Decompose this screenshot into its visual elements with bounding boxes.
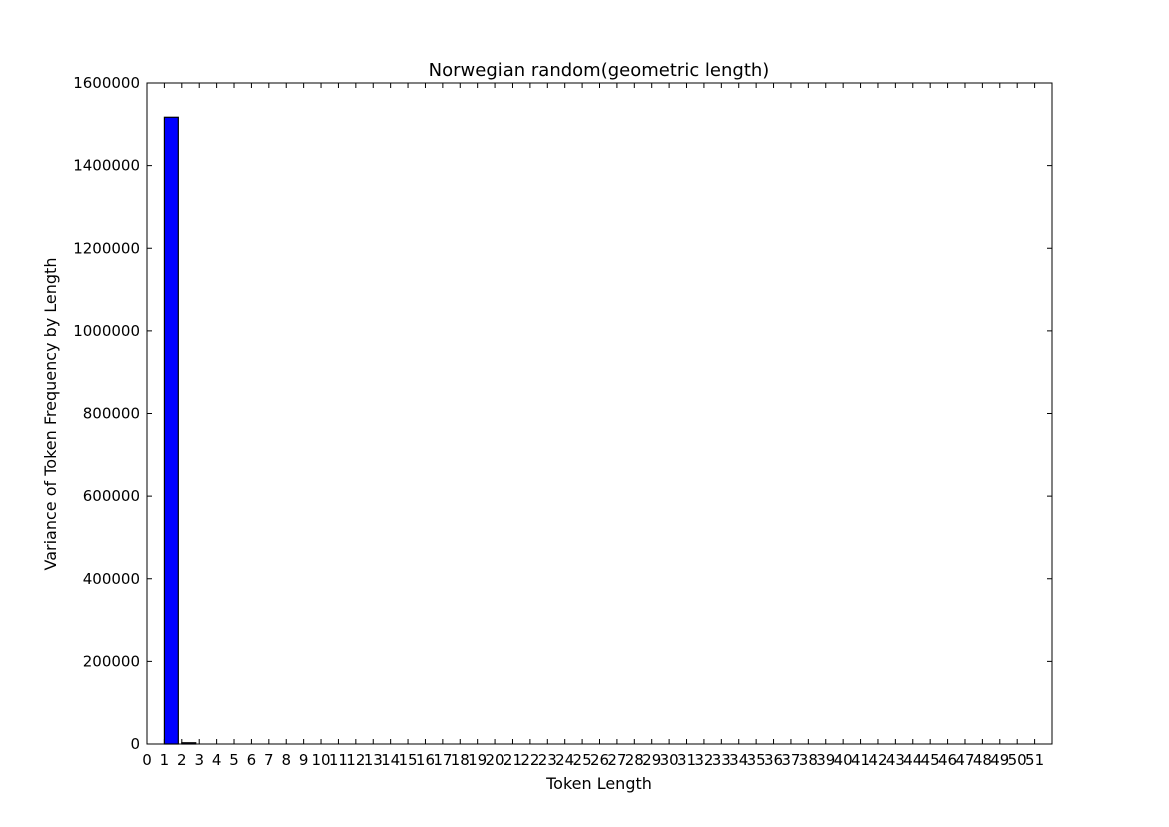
x-tick-label: 10 <box>311 751 330 769</box>
x-ticks: 0 1 2 3 4 5 6 7 8 9 101112131415161718192021222324… <box>142 83 1044 769</box>
x-tick-label: 49 <box>990 751 1009 769</box>
x-tick-label: 20 <box>486 751 505 769</box>
x-tick-label: 51 <box>1025 751 1044 769</box>
x-tick-label: 17 <box>433 751 452 769</box>
x-tick-label: 9 <box>299 751 309 769</box>
x-tick-label: 19 <box>468 751 487 769</box>
x-tick-label: 8 <box>281 751 291 769</box>
x-tick-label: 45 <box>921 751 940 769</box>
x-tick-label: 7 <box>264 751 274 769</box>
x-tick-label: 30 <box>660 751 679 769</box>
plot-frame <box>146 82 1053 745</box>
x-tick-label: 14 <box>381 751 400 769</box>
x-tick-label: 33 <box>712 751 731 769</box>
y-tick-label: 600000 <box>83 487 140 505</box>
x-tick-label: 41 <box>851 751 870 769</box>
y-tick-label: 800000 <box>83 405 140 423</box>
y-tick-label: 200000 <box>83 652 140 670</box>
x-tick-label: 32 <box>694 751 713 769</box>
x-tick-label: 25 <box>573 751 592 769</box>
y-ticks: 0 200000 400000 600000 800000 1000000 1200000 1… <box>73 74 1052 753</box>
x-tick-label: 18 <box>451 751 470 769</box>
x-tick-label: 35 <box>747 751 766 769</box>
bars-group <box>163 116 197 745</box>
x-tick-label: 4 <box>212 751 222 769</box>
x-tick-label: 42 <box>868 751 887 769</box>
x-tick-label: 16 <box>416 751 435 769</box>
x-axis-label: Token Length <box>545 774 652 793</box>
x-tick-label: 31 <box>677 751 696 769</box>
x-tick-label: 0 <box>142 751 152 769</box>
y-axis-label: Variance of Token Frequency by Length <box>41 258 60 571</box>
x-tick-label: 5 <box>229 751 239 769</box>
x-tick-label: 6 <box>247 751 257 769</box>
x-tick-label: 48 <box>973 751 992 769</box>
x-tick-label: 26 <box>590 751 609 769</box>
x-tick-label: 39 <box>816 751 835 769</box>
y-tick-label: 1600000 <box>73 74 140 92</box>
x-tick-label: 27 <box>607 751 626 769</box>
x-tick-label: 12 <box>346 751 365 769</box>
x-tick-label: 38 <box>799 751 818 769</box>
x-tick-label: 13 <box>364 751 383 769</box>
y-tick-label: 0 <box>130 735 140 753</box>
x-tick-label: 36 <box>764 751 783 769</box>
x-tick-label: 21 <box>503 751 522 769</box>
x-tick-label: 1 <box>160 751 170 769</box>
x-tick-label: 34 <box>729 751 748 769</box>
y-tick-label: 1000000 <box>73 322 140 340</box>
x-tick-label: 29 <box>642 751 661 769</box>
bar-1 <box>163 116 179 745</box>
x-tick-label: 47 <box>955 751 974 769</box>
x-tick-label: 40 <box>834 751 853 769</box>
x-tick-label: 11 <box>329 751 348 769</box>
x-tick-label: 44 <box>903 751 922 769</box>
chart-title: Norwegian random(geometric length) <box>429 60 770 81</box>
y-tick-label: 400000 <box>83 570 140 588</box>
x-tick-label: 50 <box>1008 751 1027 769</box>
x-tick-label: 23 <box>538 751 557 769</box>
x-tick-label: 28 <box>625 751 644 769</box>
x-tick-label: 43 <box>886 751 905 769</box>
y-tick-label: 1200000 <box>73 239 140 257</box>
x-tick-label: 37 <box>781 751 800 769</box>
x-tick-label: 24 <box>555 751 574 769</box>
x-tick-label: 3 <box>194 751 204 769</box>
x-tick-label: 15 <box>399 751 418 769</box>
x-tick-label: 2 <box>177 751 187 769</box>
x-tick-label: 46 <box>938 751 957 769</box>
x-tick-label: 22 <box>520 751 539 769</box>
y-tick-label: 1400000 <box>73 157 140 175</box>
